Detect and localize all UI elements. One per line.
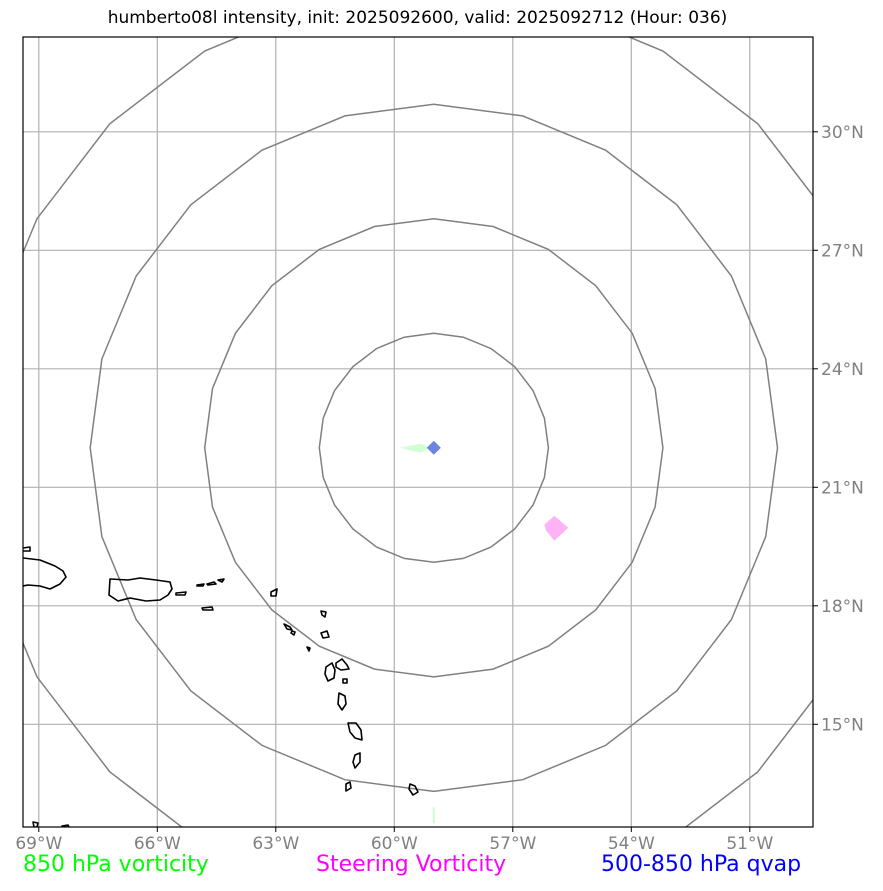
st-kitts-coast — [283, 623, 293, 631]
st-lucia-coast — [352, 752, 361, 769]
lat-tick-label: 24°N — [821, 360, 864, 380]
st-vincent-coast — [345, 781, 352, 792]
lon-tick-label: 51°W — [726, 834, 773, 854]
marie-galante-coast — [342, 678, 348, 684]
puerto-rico-coast — [108, 577, 173, 602]
vieques-coast — [175, 591, 187, 596]
axis-ticks: 69°W 66°W 63°W 60°W 57°W 54°W 51°W 15°N 18°N 21°N… — [15, 123, 864, 854]
lat-tick-label: 30°N — [821, 123, 864, 143]
barbados-coast — [408, 783, 419, 796]
intensity-features — [400, 440, 569, 824]
hispaniola-coast — [23, 557, 67, 590]
lon-tick-label: 66°W — [134, 834, 181, 854]
lon-tick-label: 57°W — [489, 834, 536, 854]
lon-tick-label: 60°W — [371, 834, 418, 854]
map-title: humberto08l intensity, init: 2025092600,… — [107, 8, 728, 28]
guadeloupe-coast — [324, 658, 350, 682]
montserrat-coast — [306, 646, 311, 652]
plot-frame — [22, 36, 814, 828]
st-john-coast — [217, 578, 225, 583]
legend-vorticity-850: 850 hPa vorticity — [23, 852, 209, 877]
steering-vorticity-blob — [544, 515, 569, 541]
anguilla-coast — [270, 588, 278, 597]
barbuda-coast — [320, 610, 327, 618]
vorticity-850-blob — [400, 443, 430, 453]
range-ring — [89, 103, 779, 793]
lat-tick-label: 21°N — [821, 478, 864, 498]
lon-tick-label: 63°W — [252, 834, 299, 854]
legend-steering-vorticity: Steering Vorticity — [316, 852, 507, 877]
lat-tick-label: 18°N — [821, 597, 864, 617]
dominica-coast — [337, 692, 347, 711]
gridlines — [23, 37, 813, 827]
range-ring — [203, 217, 664, 678]
antigua-coast — [320, 630, 330, 639]
qvap-blob — [426, 440, 441, 455]
islet-coast — [23, 546, 31, 552]
nevis-coast — [290, 630, 296, 636]
lon-tick-label: 69°W — [15, 834, 62, 854]
culebra-coast — [196, 583, 205, 587]
legend-qvap: 500-850 hPa qvap — [601, 852, 802, 877]
st-thomas-coast — [206, 581, 217, 586]
st-croix-coast — [201, 606, 214, 611]
coastlines — [23, 546, 419, 827]
lat-tick-label: 15°N — [821, 715, 864, 735]
martinique-coast — [347, 722, 363, 741]
lat-tick-label: 27°N — [821, 241, 864, 261]
lon-tick-label: 54°W — [608, 834, 655, 854]
range-ring — [318, 332, 550, 564]
